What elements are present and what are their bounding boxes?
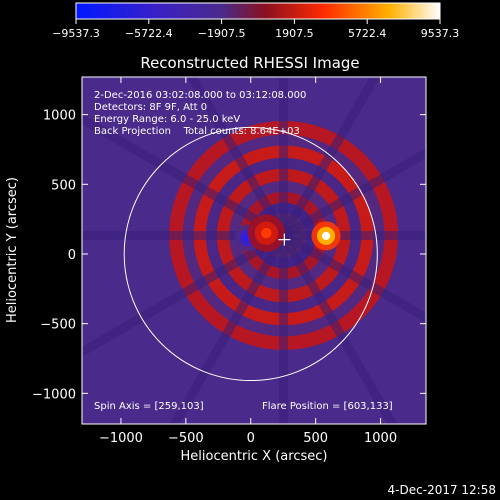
source-core	[321, 231, 331, 240]
colorbar-tick-label: 1907.5	[275, 27, 314, 40]
x-tick-label: −500	[168, 431, 204, 446]
y-tick-label: −500	[40, 318, 76, 333]
sidelobe-spoke	[82, 113, 286, 240]
y-tick-label: 0	[68, 248, 76, 263]
x-axis-label: Heliocentric X (arcsec)	[181, 449, 328, 464]
spin-axis-label: Spin Axis = [259,103]	[94, 401, 204, 412]
x-axis-ticks: −1000 −500 0 500 1000	[99, 77, 397, 446]
colorbar-tick-label: −1907.5	[198, 27, 246, 40]
emission-sources	[234, 214, 341, 252]
info-method-counts: Back Projection Total counts: 8.64E+03	[94, 126, 300, 137]
colorbar-tick-label: −9537.3	[52, 27, 100, 40]
x-tick-label: −1000	[99, 431, 143, 446]
y-tick-label: −1000	[32, 387, 76, 402]
solar-disk-circle	[123, 126, 378, 382]
y-axis-label: Heliocentric Y (arcsec)	[5, 177, 20, 323]
y-tick-label: 1000	[43, 109, 76, 124]
date-stamp: 4-Dec-2017 12:58	[388, 483, 496, 497]
colorbar-ticks: −9537.3 −5722.4 −1907.5 1907.5 5722.4 9537.3	[52, 19, 459, 40]
colorbar-tick-label: −5722.4	[125, 27, 173, 40]
flare-position-cross	[278, 233, 291, 246]
chart-title: Reconstructed RHESSI Image	[140, 54, 359, 72]
info-detectors: Detectors: 8F 9F, Att 0	[94, 102, 207, 113]
x-tick-label: 500	[303, 431, 328, 446]
source-core	[261, 227, 272, 239]
y-axis-ticks: −1000 −500 0 500 1000	[32, 109, 426, 402]
sidelobe-spoke	[169, 233, 288, 424]
x-tick-label: 0	[247, 431, 255, 446]
sidelobe-spoke	[82, 231, 286, 358]
x-tick-label: 1000	[364, 431, 397, 446]
sidelobe-spoke	[281, 231, 426, 323]
colorbar	[75, 2, 441, 20]
colorbar-tick-label: 9537.3	[421, 27, 460, 40]
flare-position-label: Flare Position = [603,133]	[262, 401, 393, 412]
sidelobe-spoke	[279, 77, 381, 238]
info-time-range: 2-Dec-2016 03:02:08.000 to 03:12:08.000	[94, 90, 306, 101]
info-energy-range: Energy Range: 6.0 - 25.0 keV	[94, 114, 240, 125]
colorbar-tick-label: 5722.4	[348, 27, 387, 40]
sidelobe-spoke	[186, 77, 288, 238]
plot-frame	[81, 76, 427, 425]
y-tick-label: 500	[51, 178, 76, 193]
sidelobe-spoke	[279, 233, 398, 424]
sidelobe-spoke	[281, 148, 426, 240]
